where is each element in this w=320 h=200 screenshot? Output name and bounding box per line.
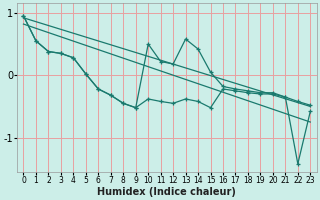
X-axis label: Humidex (Indice chaleur): Humidex (Indice chaleur): [98, 187, 236, 197]
